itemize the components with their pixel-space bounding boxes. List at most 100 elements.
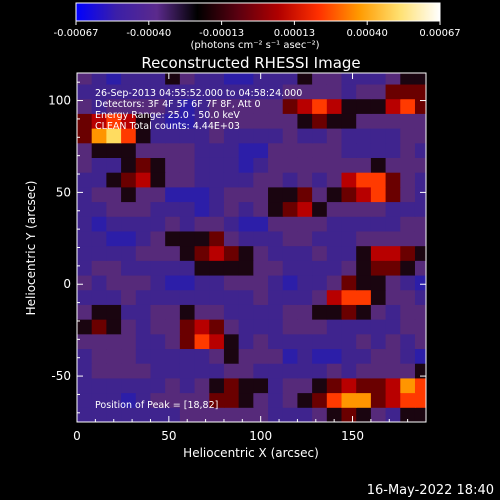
- heatmap-cell: [106, 201, 122, 217]
- heatmap-cell: [209, 216, 225, 232]
- heatmap-cell: [268, 260, 284, 276]
- heatmap-cell: [165, 289, 181, 305]
- heatmap-cell: [414, 363, 426, 379]
- heatmap-cell: [268, 128, 284, 144]
- heatmap-cell: [106, 377, 122, 394]
- heatmap-cell: [312, 260, 328, 276]
- heatmap-cell: [106, 230, 122, 247]
- heatmap-cell: [179, 348, 196, 364]
- heatmap-cell: [106, 157, 122, 173]
- heatmap-cell: [312, 304, 328, 320]
- heatmap-cell: [238, 363, 254, 379]
- heatmap-cell: [341, 157, 357, 173]
- heatmap-cell: [400, 230, 416, 247]
- heatmap-cell: [194, 128, 210, 144]
- x-tick-label: 150: [341, 429, 364, 443]
- heatmap-cell: [238, 407, 254, 422]
- heatmap-cell: [238, 392, 254, 408]
- heatmap-cell: [238, 289, 254, 305]
- heatmap-cell: [179, 377, 196, 394]
- heatmap-cell: [209, 230, 225, 247]
- heatmap-cell: [165, 260, 181, 276]
- heatmap-cell: [297, 377, 313, 394]
- heatmap-cell: [223, 186, 240, 203]
- heatmap-cell: [91, 245, 107, 261]
- heatmap-cell: [297, 289, 313, 305]
- heatmap-cell: [341, 377, 357, 394]
- heatmap-cell: [268, 230, 284, 247]
- heatmap-cell: [165, 201, 181, 217]
- heatmap-cell: [282, 245, 298, 261]
- heatmap-cell: [179, 333, 196, 350]
- heatmap-cell: [209, 304, 225, 320]
- heatmap-cell: [223, 275, 240, 291]
- heatmap-cell: [400, 377, 416, 394]
- heatmap-cell: [165, 98, 181, 114]
- colorbar-tick-label: -0.00067: [54, 28, 99, 39]
- heatmap-cell: [282, 407, 298, 422]
- heatmap-cell: [209, 157, 225, 173]
- heatmap-cell: [223, 128, 240, 144]
- heatmap-cell: [238, 319, 254, 335]
- heatmap-cell: [223, 319, 240, 335]
- heatmap-cell: [238, 230, 254, 247]
- heatmap-cell: [370, 289, 387, 305]
- heatmap-cell: [106, 260, 122, 276]
- heatmap-cell: [268, 275, 284, 291]
- heatmap-cell: [150, 216, 166, 232]
- heatmap-cell: [194, 216, 210, 232]
- heatmap-cell: [106, 142, 122, 158]
- heatmap-cell: [223, 201, 240, 217]
- heatmap-cell: [385, 319, 401, 335]
- heatmap-cell: [223, 333, 240, 350]
- heatmap-cell: [253, 319, 269, 335]
- heatmap-cell: [165, 245, 181, 261]
- heatmap-cell: [91, 128, 107, 144]
- heatmap-cell: [326, 98, 343, 114]
- heatmap-cell: [77, 230, 93, 247]
- heatmap-cell: [77, 245, 93, 261]
- heatmap-cell: [370, 230, 387, 247]
- heatmap-cell: [135, 84, 151, 100]
- heatmap-cell: [106, 98, 122, 114]
- heatmap-cell: [179, 363, 196, 379]
- heatmap-cell: [135, 392, 151, 408]
- heatmap-cell: [150, 157, 166, 173]
- heatmap-cell: [238, 98, 254, 114]
- heatmap-cell: [238, 216, 254, 232]
- heatmap-cell: [312, 333, 328, 350]
- heatmap-cell: [135, 186, 151, 203]
- heatmap-cell: [135, 377, 151, 394]
- heatmap-cell: [106, 128, 122, 144]
- heatmap-cell: [268, 113, 284, 129]
- heatmap-cell: [223, 392, 240, 408]
- heatmap-cell: [253, 377, 269, 394]
- heatmap-cell: [414, 157, 426, 173]
- heatmap-cell: [414, 392, 426, 408]
- heatmap-cell: [356, 275, 372, 291]
- heatmap-cell: [150, 275, 166, 291]
- heatmap-cell: [179, 186, 196, 203]
- heatmap-cell: [297, 201, 313, 217]
- heatmap-cell: [414, 186, 426, 203]
- heatmap-cell: [91, 304, 107, 320]
- heatmap-cell: [385, 377, 401, 394]
- heatmap-cell: [150, 142, 166, 158]
- heatmap-cell: [150, 407, 166, 422]
- heatmap-cell: [312, 216, 328, 232]
- heatmap-cell: [370, 319, 387, 335]
- heatmap-cell: [179, 230, 196, 247]
- heatmap-cell: [341, 98, 357, 114]
- heatmap-cell: [400, 304, 416, 320]
- heatmap-cell: [253, 304, 269, 320]
- heatmap-cell: [370, 260, 387, 276]
- heatmap-cell: [326, 289, 343, 305]
- heatmap-cell: [253, 186, 269, 203]
- heatmap-cell: [385, 216, 401, 232]
- heatmap-cell: [268, 186, 284, 203]
- heatmap-cell: [209, 333, 225, 350]
- heatmap-cell: [238, 348, 254, 364]
- heatmap-cell: [356, 348, 372, 364]
- heatmap-cell: [179, 392, 196, 408]
